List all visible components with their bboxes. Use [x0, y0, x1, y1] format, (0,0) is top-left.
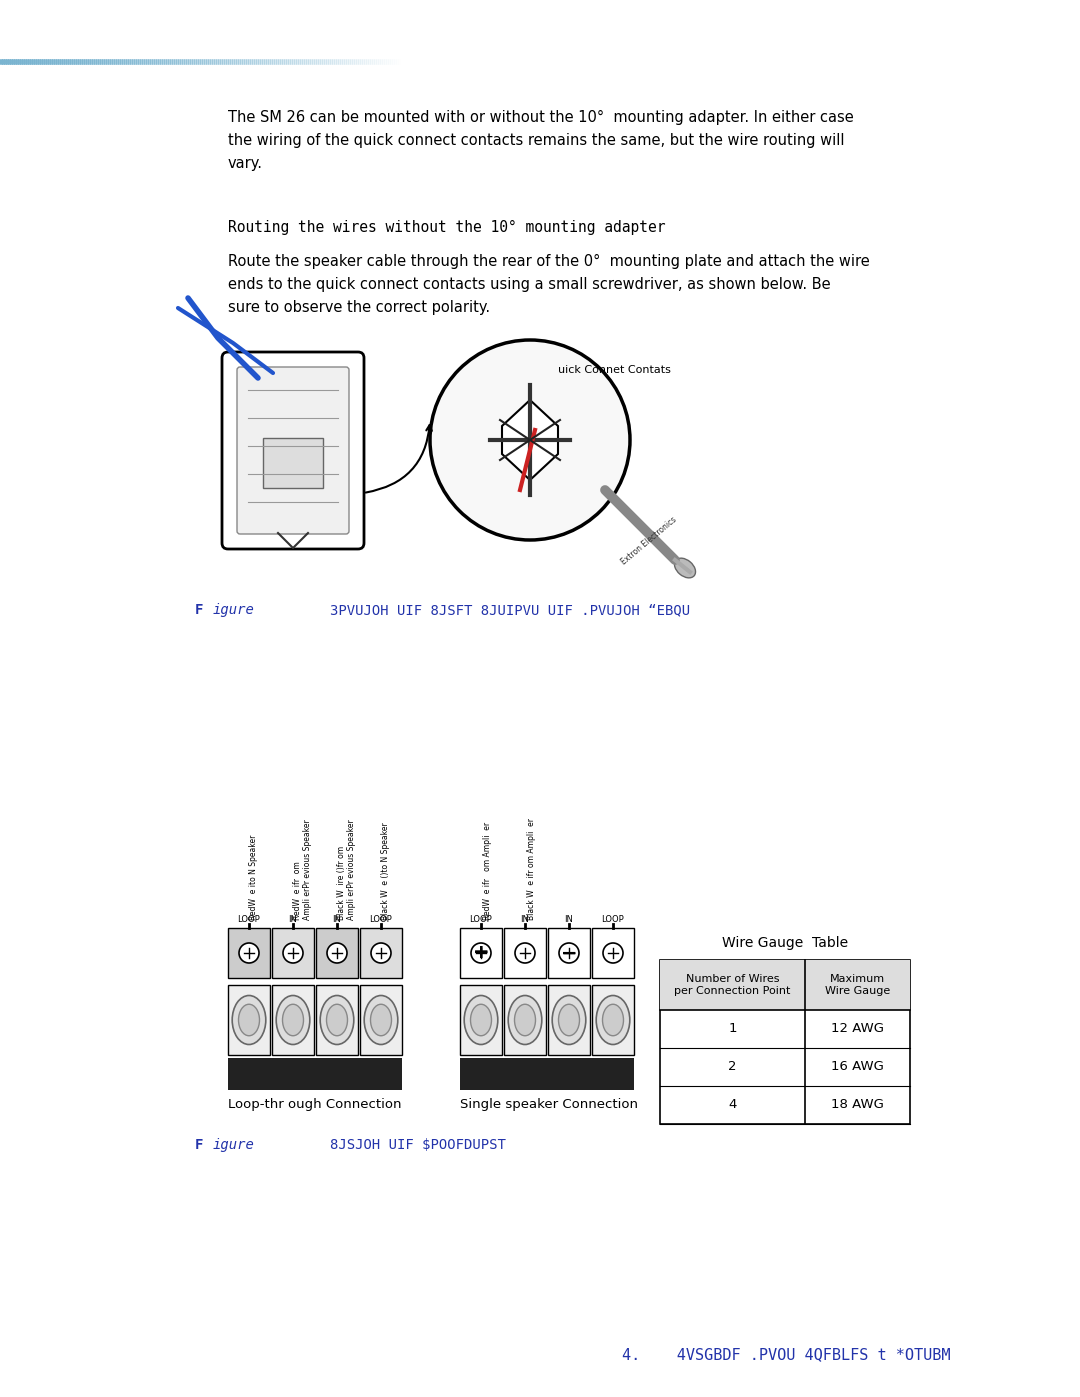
Text: 1: 1 [728, 1023, 737, 1035]
Text: F: F [195, 1139, 203, 1153]
Text: Black W  e ()to N Speaker: Black W e ()to N Speaker [381, 823, 390, 921]
Ellipse shape [370, 1004, 391, 1035]
Text: 12 AWG: 12 AWG [831, 1023, 885, 1035]
Text: LOOP: LOOP [238, 915, 260, 923]
Text: Routing the wires without the 10° mounting adapter: Routing the wires without the 10° mounti… [228, 219, 665, 235]
Text: 18 AWG: 18 AWG [832, 1098, 883, 1112]
Text: Route the speaker cable through the rear of the 0°  mounting plate and attach th: Route the speaker cable through the rear… [228, 254, 869, 314]
Bar [460, 1058, 634, 1090]
Bar [660, 960, 910, 1125]
Bar [460, 928, 502, 978]
Text: igure: igure [213, 604, 255, 617]
Circle shape [559, 943, 579, 963]
Bar [504, 928, 546, 978]
Text: RedW  e ifr  om
Ampli erPr evious Speaker: RedW e ifr om Ampli erPr evious Speaker [293, 819, 312, 921]
Ellipse shape [509, 996, 542, 1045]
Circle shape [471, 943, 491, 963]
Text: RedW  e ifr   om Ampli  er: RedW e ifr om Ampli er [483, 821, 492, 921]
Ellipse shape [283, 1004, 303, 1035]
Ellipse shape [232, 996, 266, 1045]
Text: +: + [473, 943, 489, 963]
Text: 2: 2 [728, 1060, 737, 1073]
Ellipse shape [320, 996, 354, 1045]
Text: F: F [195, 604, 203, 617]
Bar [660, 960, 910, 1010]
Text: LOOP: LOOP [602, 915, 624, 923]
Ellipse shape [596, 996, 630, 1045]
Ellipse shape [464, 996, 498, 1045]
Bar [228, 928, 270, 978]
Bar [272, 928, 314, 978]
Text: Black W  e ifr om Ampli  er: Black W e ifr om Ampli er [527, 819, 536, 921]
Circle shape [603, 943, 623, 963]
Text: Number of Wires
per Connection Point: Number of Wires per Connection Point [674, 974, 791, 996]
Text: −: − [561, 943, 577, 963]
Text: −: − [561, 943, 577, 963]
Bar [316, 928, 357, 978]
Text: 4.    4VSGBDF .PVOU 4QFBLFS t *OTUBM: 4. 4VSGBDF .PVOU 4QFBLFS t *OTUBM [621, 1348, 950, 1362]
Circle shape [283, 943, 303, 963]
Text: Wire Gauge  Table: Wire Gauge Table [721, 936, 848, 950]
Bar [504, 985, 546, 1055]
Ellipse shape [675, 559, 696, 578]
Ellipse shape [326, 1004, 348, 1035]
Circle shape [430, 339, 630, 541]
Text: Single speaker Connection: Single speaker Connection [460, 1098, 638, 1111]
Text: LOOP: LOOP [470, 915, 492, 923]
Text: 4: 4 [728, 1098, 737, 1112]
Ellipse shape [239, 1004, 259, 1035]
Bar [228, 1058, 402, 1090]
Bar [548, 985, 590, 1055]
Text: igure: igure [213, 1139, 255, 1153]
Text: 16 AWG: 16 AWG [832, 1060, 883, 1073]
Text: IN: IN [521, 915, 529, 923]
Bar [264, 439, 323, 488]
FancyBboxPatch shape [222, 352, 364, 549]
Bar [228, 985, 270, 1055]
Text: IN: IN [565, 915, 573, 923]
Text: Maximum
Wire Gauge: Maximum Wire Gauge [825, 974, 890, 996]
Bar [460, 985, 502, 1055]
Bar [548, 928, 590, 978]
Bar [316, 985, 357, 1055]
Polygon shape [502, 400, 558, 481]
Circle shape [515, 943, 535, 963]
Text: Loop-thr ough Connection: Loop-thr ough Connection [228, 1098, 402, 1111]
Ellipse shape [471, 1004, 491, 1035]
Bar [592, 985, 634, 1055]
Text: The SM 26 can be mounted with or without the 10°  mounting adapter. In either ca: The SM 26 can be mounted with or without… [228, 110, 854, 170]
Bar [360, 985, 402, 1055]
Circle shape [372, 943, 391, 963]
Text: IN: IN [288, 915, 297, 923]
Circle shape [239, 943, 259, 963]
Text: RedW  e ito N Speaker: RedW e ito N Speaker [249, 834, 258, 921]
Text: uick Connet Contats: uick Connet Contats [558, 365, 671, 374]
Ellipse shape [603, 1004, 623, 1035]
Text: Black W  ire ()fr om
Ampli erPr evious Speaker: Black W ire ()fr om Ampli erPr evious Sp… [337, 819, 356, 921]
Text: 8JSJOH UIF $POOFDUPST: 8JSJOH UIF $POOFDUPST [330, 1139, 505, 1153]
Bar [272, 985, 314, 1055]
Text: IN: IN [333, 915, 341, 923]
Ellipse shape [558, 1004, 580, 1035]
Text: 3PVUJOH UIF 8JSFT 8JUIPVU UIF .PVUJOH “EBQU: 3PVUJOH UIF 8JSFT 8JUIPVU UIF .PVUJOH “E… [330, 604, 690, 617]
Ellipse shape [276, 996, 310, 1045]
FancyBboxPatch shape [237, 367, 349, 534]
Bar [360, 928, 402, 978]
Ellipse shape [364, 996, 397, 1045]
Text: +: + [473, 943, 489, 963]
Circle shape [327, 943, 347, 963]
Text: Extron Electronics: Extron Electronics [620, 515, 679, 566]
Ellipse shape [514, 1004, 536, 1035]
Text: LOOP: LOOP [369, 915, 392, 923]
Ellipse shape [552, 996, 585, 1045]
Bar [592, 928, 634, 978]
